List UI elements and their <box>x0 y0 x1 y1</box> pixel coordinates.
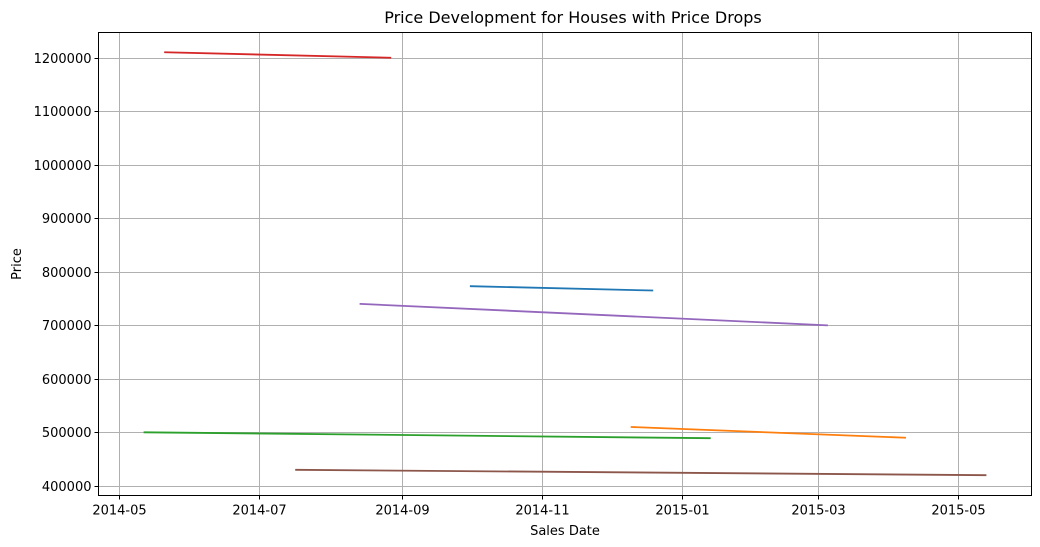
x-tick-label: 2014-07 <box>232 504 286 519</box>
y-tick-label: 1200000 <box>34 52 92 67</box>
chart-title: Price Development for Houses with Price … <box>384 8 762 27</box>
y-tick-label: 1000000 <box>34 159 92 174</box>
grid <box>98 32 1032 496</box>
y-tick-label: 900000 <box>42 212 92 227</box>
series-line-3 <box>143 431 711 440</box>
plot-frame <box>98 32 1032 496</box>
series-line-5 <box>359 302 828 327</box>
x-tick-label: 2015-01 <box>655 504 709 519</box>
x-axis-label: Sales Date <box>530 524 600 539</box>
y-tick-label: 1100000 <box>34 105 92 120</box>
series-line-6 <box>295 468 987 477</box>
series-line-1 <box>469 285 654 292</box>
series-line-4 <box>164 51 392 59</box>
x-tick-label: 2014-05 <box>92 504 146 519</box>
series-line-2 <box>630 426 907 439</box>
x-tick-label: 2014-09 <box>375 504 429 519</box>
y-tick-label: 700000 <box>42 319 92 334</box>
x-tick-label: 2015-05 <box>931 504 985 519</box>
y-tick-label: 600000 <box>42 373 92 388</box>
y-axis-label: Price <box>10 248 25 280</box>
x-tick-label: 2015-03 <box>791 504 845 519</box>
y-axis: 400000 500000 600000 700000 800000 900000 1000… <box>34 52 99 495</box>
series-layer <box>143 51 987 477</box>
y-tick-label: 400000 <box>42 480 92 495</box>
x-tick-label: 2014-11 <box>515 504 569 519</box>
y-tick-label: 500000 <box>42 426 92 441</box>
x-axis: 2014-05 2014-07 2014-09 2014-11 2015-01 2015-… <box>92 495 986 519</box>
y-tick-label: 800000 <box>42 266 92 281</box>
